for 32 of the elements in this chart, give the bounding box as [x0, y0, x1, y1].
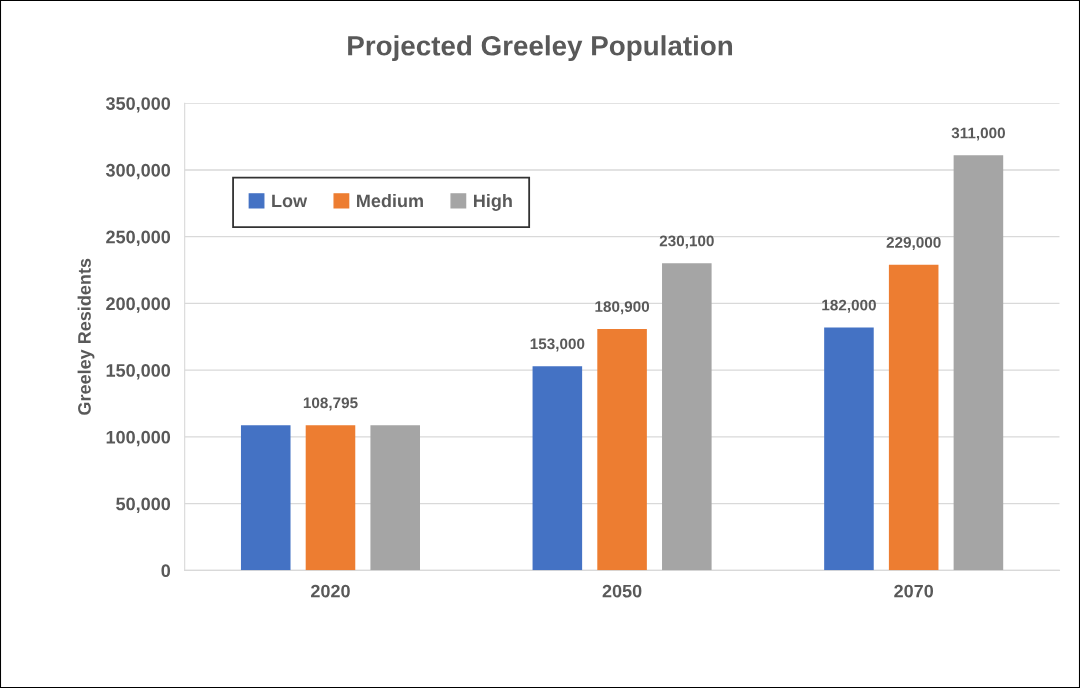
- bar: [305, 425, 356, 571]
- y-tick-label: 250,000: [106, 230, 171, 247]
- legend-label: Low: [272, 194, 308, 208]
- data-label: 180,900: [595, 301, 650, 315]
- data-label: 229,000: [886, 236, 941, 251]
- bar: [240, 425, 291, 571]
- y-tick-label: 300,000: [105, 163, 171, 180]
- bar: [888, 264, 939, 571]
- y-tick-label: 200,000: [106, 297, 171, 313]
- x-tick-label: 2070: [894, 584, 934, 598]
- bar: [953, 155, 1004, 571]
- y-tick-label: 150,000: [106, 364, 171, 380]
- bar: [662, 263, 712, 571]
- data-label: 311,000: [951, 127, 1005, 141]
- y-axis-title: Greeley Residents: [77, 258, 95, 415]
- y-tick-label: 100,000: [106, 430, 171, 447]
- chart-title: Projected Greeley Population: [348, 35, 733, 62]
- bar: [532, 366, 583, 571]
- x-tick-label: 2020: [311, 584, 350, 598]
- data-label: 108,795: [303, 397, 358, 411]
- data-label: 230,100: [659, 235, 714, 249]
- y-tick-label: 0: [161, 564, 171, 578]
- y-tick-label: 50,000: [116, 497, 171, 513]
- x-tick-label: 2050: [602, 584, 642, 598]
- data-label: 182,000: [822, 299, 876, 313]
- bar: [370, 425, 420, 571]
- legend-label: Medium: [357, 193, 423, 208]
- legend-label: High: [474, 193, 512, 211]
- y-tick-label: 350,000: [105, 97, 171, 113]
- bar: [824, 327, 874, 571]
- data-label: 153,000: [530, 338, 585, 352]
- bar: [597, 328, 647, 571]
